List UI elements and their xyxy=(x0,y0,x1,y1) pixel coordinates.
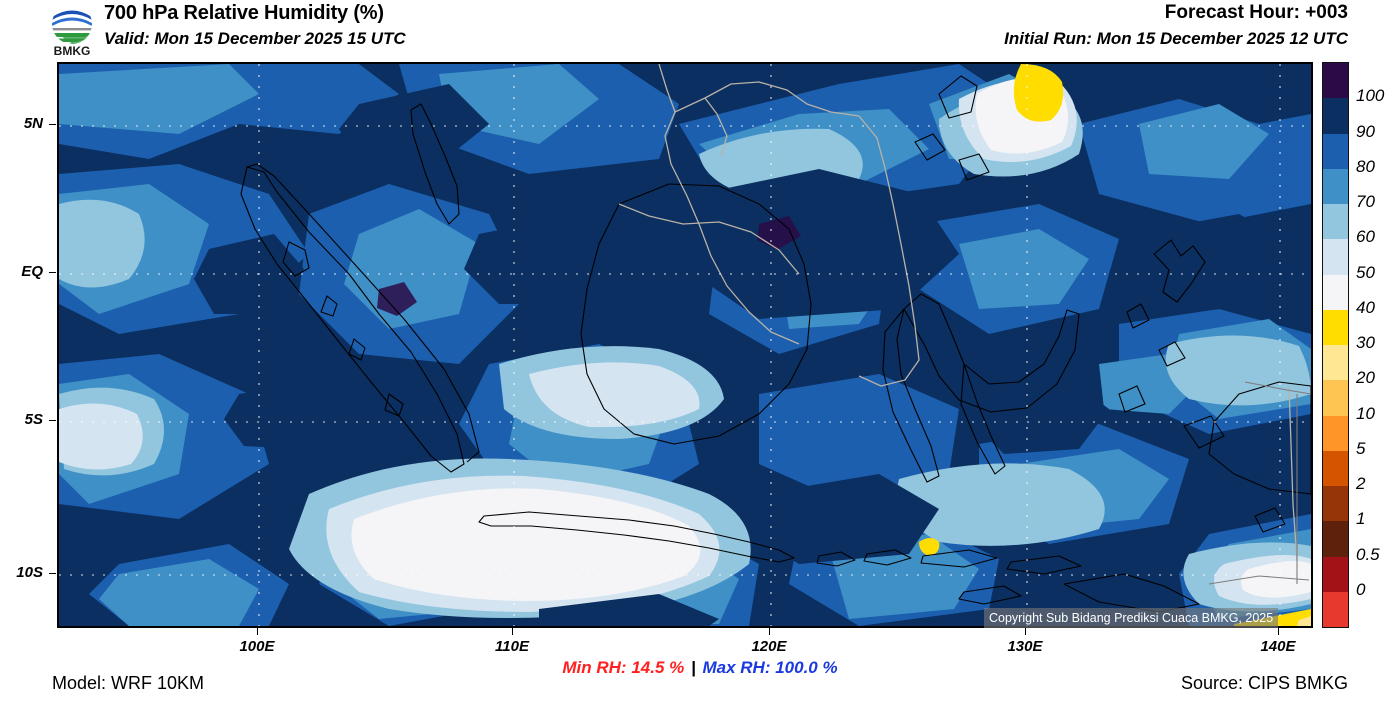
colorbar-band xyxy=(1323,204,1348,240)
colorbar-band xyxy=(1323,556,1348,592)
x-axis-label: 120E xyxy=(751,638,787,655)
colorbar-tick-label: 50 xyxy=(1356,262,1375,282)
y-axis-label: EQ xyxy=(21,263,43,280)
max-rh-value: Max RH: 100.0 % xyxy=(702,658,838,677)
y-axis-label: 5S xyxy=(24,411,43,428)
colorbar-band xyxy=(1323,380,1348,416)
forecast-map[interactable] xyxy=(57,62,1313,628)
colorbar-band xyxy=(1323,486,1348,522)
colorbar-band xyxy=(1323,63,1348,99)
y-axis-label: 5N xyxy=(23,115,43,132)
x-axis-tick xyxy=(512,628,513,635)
y-axis-tick xyxy=(49,420,56,421)
x-axis-tick xyxy=(1278,628,1279,635)
colorbar-band xyxy=(1323,521,1348,557)
colorbar-band xyxy=(1323,450,1348,486)
source-label: Source: CIPS BMKG xyxy=(1180,673,1348,693)
y-axis-tick xyxy=(49,573,56,574)
colorbar-tick-label: 70 xyxy=(1356,192,1375,211)
colorbar-band xyxy=(1323,309,1348,345)
colorbar-tick-label: 80 xyxy=(1356,156,1375,176)
model-label: Model: WRF 10KM xyxy=(52,673,205,693)
y-axis-tick xyxy=(49,272,56,273)
copyright-watermark: Copyright Sub Bidang Prediksi Cuaca BMKG… xyxy=(984,608,1279,628)
valid-time-label: Valid: Mon 15 December 2025 15 UTC xyxy=(104,29,406,48)
x-axis-label: 130E xyxy=(1007,638,1043,655)
colorbar-band xyxy=(1323,345,1348,381)
colorbar-tick-label: 1 xyxy=(1356,509,1366,529)
header: BMKG 700 hPa Relative Humidity (%) Valid… xyxy=(0,0,1400,58)
minmax-readout: Min RH: 14.5 % | Max RH: 100.0 % xyxy=(0,658,1400,678)
colorbar xyxy=(1322,62,1349,628)
colorbar-tick-label: 30 xyxy=(1356,333,1375,352)
min-rh-value: Min RH: 14.5 % xyxy=(562,658,685,677)
colorbar-band xyxy=(1323,239,1348,275)
initial-run-label: Initial Run: Mon 15 December 2025 12 UTC xyxy=(1004,29,1348,48)
x-axis-label: 100E xyxy=(239,638,275,655)
x-axis-tick xyxy=(769,628,770,635)
colorbar-tick-label: 60 xyxy=(1356,227,1375,247)
colorbar-tick-label: 40 xyxy=(1356,297,1375,317)
colorbar-tick-label: 20 xyxy=(1356,368,1375,388)
minmax-separator: | xyxy=(690,658,696,677)
x-axis-label: 110E xyxy=(495,638,529,655)
colorbar-tick-label: 2 xyxy=(1356,474,1366,493)
colorbar-band xyxy=(1323,98,1348,134)
colorbar-tick-label: 0 xyxy=(1356,579,1366,599)
x-axis-label: 140E xyxy=(1260,638,1296,655)
colorbar-tick-label: 5 xyxy=(1356,438,1366,458)
forecast-hour-label: Forecast Hour: +003 xyxy=(1164,2,1348,23)
colorbar-tick-label: 10 xyxy=(1356,403,1375,423)
x-axis-tick xyxy=(257,628,258,635)
svg-text:BMKG: BMKG xyxy=(54,44,91,57)
colorbar-tick-label: 100 xyxy=(1356,86,1385,106)
x-axis-tick xyxy=(1025,628,1026,635)
colorbar-tick-label: 0.5 xyxy=(1356,544,1380,564)
colorbar-tick-label: 90 xyxy=(1356,121,1375,141)
colorbar-band xyxy=(1323,415,1348,451)
colorbar-band xyxy=(1323,133,1348,169)
colorbar-band xyxy=(1323,591,1348,627)
y-axis-label: 10S xyxy=(16,564,43,581)
humidity-contour-plot xyxy=(59,64,1311,626)
bmkg-logo-icon: BMKG xyxy=(44,3,100,58)
colorbar-band xyxy=(1323,168,1348,204)
y-axis-tick xyxy=(49,124,56,125)
colorbar-band xyxy=(1323,274,1348,310)
page-title: 700 hPa Relative Humidity (%) xyxy=(104,2,384,24)
